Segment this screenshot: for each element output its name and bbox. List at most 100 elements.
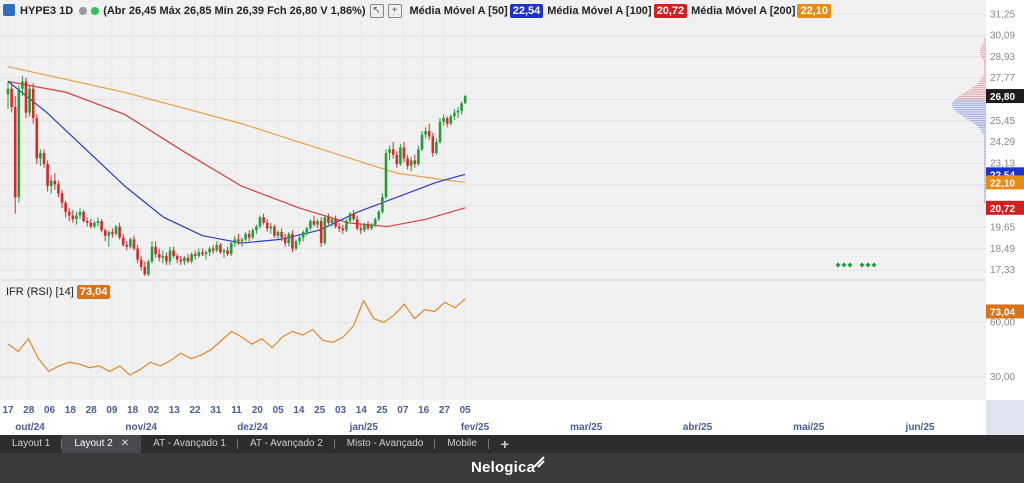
signal-diamond-icon [871,262,877,268]
x-day-label: 16 [418,405,430,416]
candle-body [121,237,125,245]
x-month-label: mar/25 [570,422,603,433]
candle-body [53,180,57,185]
candle-body [395,154,399,165]
candle-body [255,226,258,231]
candle-body [136,248,139,260]
volume-profile-bar [983,42,986,45]
x-day-label: 07 [397,405,409,416]
ma50-value: 22,54 [509,4,544,18]
volume-profile-bar [972,122,986,124]
volume-profile-bar [983,60,986,62]
candle-body [229,243,233,255]
signal-diamond-icon [865,262,871,268]
candle-body [319,221,323,244]
candle-body [240,239,244,242]
candle-body [39,153,42,159]
chevron-down-icon[interactable] [3,4,15,16]
candle-body [280,232,283,238]
candle-body [103,230,107,236]
volume-profile-bar [984,184,986,186]
candle-body [258,217,262,227]
candle-body [35,118,39,159]
settings-icon[interactable] [79,7,88,15]
chart-svg[interactable]: 31,2530,0928,9327,7726,6125,4524,2923,13… [0,0,1024,435]
volume-profile-bar [984,177,986,179]
candle-body [201,252,204,255]
volume-profile-bar [984,195,986,197]
candle-body [64,202,67,212]
volume-profile-bar [984,175,986,177]
candle-body [352,213,355,220]
x-day-label: 25 [377,405,389,416]
close-icon[interactable]: ✕ [120,438,130,449]
candle-body [273,226,276,236]
candle-body [453,112,456,117]
add-indicator-button[interactable]: + [387,4,402,18]
tab-layout-2[interactable]: Layout 2 ✕ [62,435,142,453]
price-tick-label: 31,25 [990,9,1015,20]
tab-at-avancado-1[interactable]: AT - Avançado 1 [141,435,238,453]
ma100-tag: 20,72 [990,204,1015,215]
ma100-line [7,80,466,228]
tab-at-avancado-2[interactable]: AT - Avançado 2 [238,435,335,453]
volume-profile-bar [984,168,986,170]
rsi-value: 73,04 [76,285,111,299]
x-month-label: jan/25 [349,422,379,433]
candle-body [301,232,305,238]
x-day-label: 18 [127,405,139,416]
volume-profile-bar [984,166,986,168]
volume-profile-bar [978,126,986,129]
price-tick-label: 30,09 [990,31,1015,42]
volume-profile-bar [980,128,986,131]
price-tick-label: 18,49 [990,244,1015,255]
candle-body [71,215,75,220]
x-day-label: 27 [439,405,451,416]
axis-corner [986,400,1024,435]
volume-profile-bar [981,56,986,58]
candle-body [96,221,100,223]
candle-body [21,81,24,89]
volume-profile-bar [984,190,986,193]
price-tag: 26,80 [990,92,1015,103]
volume-profile-bar [984,71,986,73]
candle-body [172,250,175,256]
tab-label: Layout 1 [12,438,51,449]
chart-legend: HYPE3 1D (Abr 26,45 Máx 26,85 Mín 26,39 … [0,2,831,20]
chart-area[interactable]: 31,2530,0928,9327,7726,6125,4524,2923,13… [0,0,1024,435]
ohlc-readout: (Abr 26,45 Máx 26,85 Mín 26,39 Fch 26,80… [103,5,366,17]
volume-profile-bar [984,164,986,166]
candle-body [93,222,96,227]
collapse-icon[interactable]: ↖ [369,4,384,18]
price-tick-label: 24,29 [990,137,1015,148]
tab-label: AT - Avançado 1 [153,438,226,449]
candle-body [402,147,406,159]
candle-body [463,96,467,104]
candle-body [438,121,442,142]
add-tab-button[interactable]: + [500,436,509,452]
candle-body [427,130,431,137]
candle-body [186,257,190,262]
tab-misto-avancado[interactable]: Misto - Avançado [335,435,436,453]
volume-profile-bar [982,75,986,78]
volume-profile-bar [980,49,986,51]
candle-body [139,259,143,267]
x-day-label: 28 [86,405,98,416]
candle-body [60,193,64,203]
candle-body [132,239,136,249]
candle-body [179,259,183,262]
price-tick-label: 27,77 [990,73,1015,84]
x-month-label: fev/25 [461,422,490,433]
tab-layout-1[interactable]: Layout 1 [0,435,63,453]
tab-mobile[interactable]: Mobile [435,435,489,453]
candle-body [406,158,409,166]
candle-body [154,246,157,255]
ma200-value: 22,10 [797,4,831,18]
tab-label: Misto - Avançado [346,438,424,449]
candle-body [442,118,445,122]
candle-body [276,232,280,236]
candle-body [107,232,111,236]
x-day-label: 20 [252,405,264,416]
candle-body [183,257,186,262]
volume-profile-bar [956,111,986,113]
